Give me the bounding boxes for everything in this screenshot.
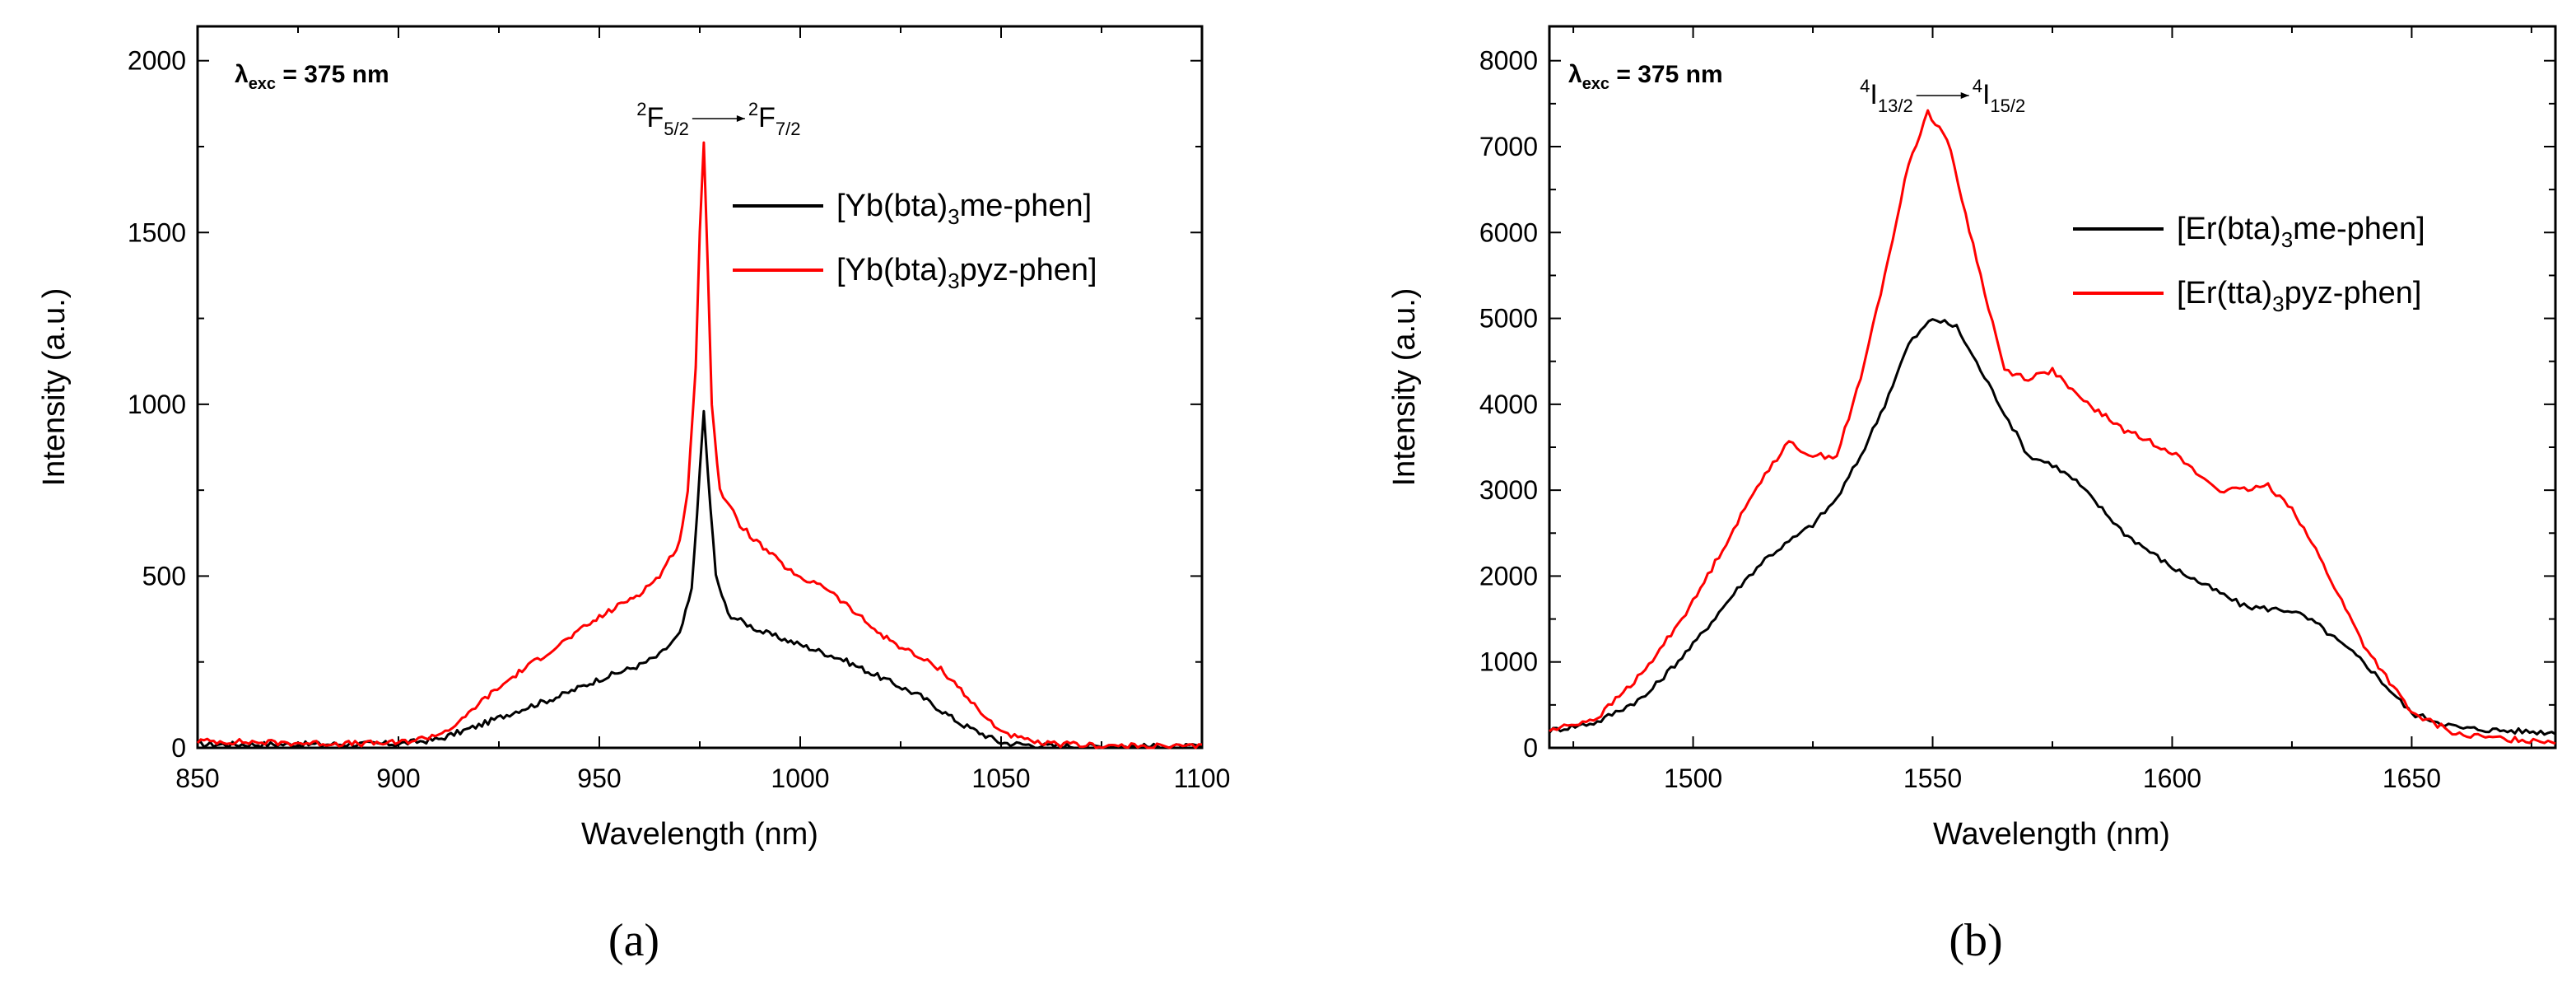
panel-a-series-1-line [196, 141, 1203, 750]
panel-b-ytick-label-0: 0 [1523, 733, 1538, 763]
panel-a-letter: (a) [608, 915, 659, 966]
panel-b-xtick-label-1650: 1650 [2383, 764, 2441, 793]
panel-b-xlabel: Wavelength (nm) [1933, 817, 2170, 852]
panel-b-transition-from: 4I13/2 [1860, 76, 1913, 116]
panel-a-transition-to: 2F7/2 [748, 99, 801, 139]
panel-a-gridlines [197, 26, 1203, 749]
panel-b-ylabel: Intensity (a.u.) [1387, 288, 1422, 487]
panel-b-transition-arrowhead [1960, 92, 1969, 99]
panel-a-transition-from: 2F5/2 [636, 99, 689, 139]
panel-a-ytick-label-500: 500 [142, 561, 186, 591]
panel-a-spectrum-yb: 850 900 950 1000 1050 1100 0 500 1000 1500 2000 Wa… [37, 25, 1231, 966]
panel-a-legend-label-1: [Yb(bta)3pyz-phen] [836, 253, 1097, 293]
panel-b-xtick-label-1600: 1600 [2143, 764, 2201, 793]
panel-b-series [1548, 109, 2556, 745]
panel-b-legend-label-0: [Er(bta)3me-phen] [2177, 212, 2425, 252]
panel-b-series-0-line [1548, 318, 2556, 736]
panel-b-legend-label-1: [Er(tta)3pyz-phen] [2177, 276, 2421, 316]
panel-b-legend: [Er(bta)3me-phen] [Er(tta)3pyz-phen] [2073, 212, 2425, 316]
panel-b-ytick-label-2000: 2000 [1479, 561, 1538, 591]
panel-b-ytick-label-5000: 5000 [1479, 304, 1538, 334]
panel-b-ytick-label-8000: 8000 [1479, 46, 1538, 76]
panel-a-ytick-label-1500: 1500 [128, 217, 186, 247]
panel-a-ytick-label-1000: 1000 [128, 390, 186, 419]
panel-a-ytick-label-0: 0 [171, 733, 186, 763]
panel-b-tick-labels: 1500 1550 1600 1650 0 1000 2000 3000 4000 5000 600… [1479, 46, 2441, 793]
panel-a-plot-frame [196, 25, 1204, 750]
panel-a-xtick-label-900: 900 [376, 764, 420, 793]
panel-b-letter: (b) [1949, 915, 2002, 966]
panel-b-series-1-line [1549, 109, 2556, 745]
panel-b-ytick-label-7000: 7000 [1479, 132, 1538, 161]
panel-b-xtick-label-1500: 1500 [1664, 764, 1722, 793]
panel-a-xtick-label-1000: 1000 [771, 764, 829, 793]
panel-b-ytick-label-1000: 1000 [1479, 647, 1538, 677]
panel-b-excitation-label: λexc = 375 nm [1568, 61, 1723, 93]
panel-a-legend: [Yb(bta)3me-phen] [Yb(bta)3pyz-phen] [733, 189, 1097, 293]
panel-a-xtick-label-1100: 1100 [1174, 764, 1231, 793]
panel-a-series-0-line [197, 409, 1203, 750]
panel-b-transition-to: 4I15/2 [1973, 76, 2026, 116]
panel-a-series [196, 141, 1203, 750]
panel-a-xtick-label-950: 950 [577, 764, 621, 793]
panel-b-spectrum-er: 1500 1550 1600 1650 0 1000 2000 3000 4000 5000 600… [1387, 25, 2557, 966]
panel-a-xlabel: Wavelength (nm) [581, 817, 818, 852]
panel-b-xtick-label-1550: 1550 [1903, 764, 1962, 793]
panel-a-ytick-label-2000: 2000 [128, 46, 186, 76]
panel-a-xtick-label-850: 850 [175, 764, 219, 793]
panel-b-ytick-label-3000: 3000 [1479, 475, 1538, 505]
panel-b-ytick-label-4000: 4000 [1479, 390, 1538, 419]
panel-a-ylabel: Intensity (a.u.) [37, 288, 72, 487]
panel-a-transition-annotation: 2F5/2 2F7/2 [636, 99, 800, 139]
panel-b-plot-frame [1548, 25, 2557, 750]
panel-b-ytick-label-6000: 6000 [1479, 217, 1538, 247]
panel-a-tick-labels: 850 900 950 1000 1050 1100 0 500 1000 1500 2000 [128, 46, 1231, 793]
panel-b-gridlines [1549, 26, 2555, 749]
panel-a-legend-label-0: [Yb(bta)3me-phen] [836, 189, 1092, 229]
panel-a-excitation-label: λexc = 375 nm [235, 61, 389, 93]
panel-a-transition-arrowhead [736, 115, 745, 122]
panel-b-transition-annotation: 4I13/2 4I15/2 [1860, 76, 2025, 116]
panel-a-xtick-label-1050: 1050 [971, 764, 1030, 793]
